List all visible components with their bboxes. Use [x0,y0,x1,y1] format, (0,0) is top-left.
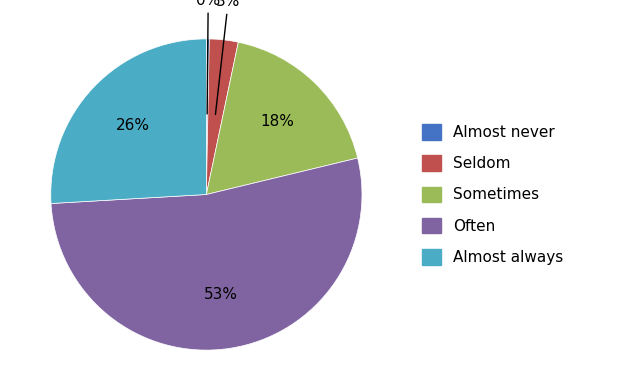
Text: 26%: 26% [116,117,150,133]
Wedge shape [51,39,206,203]
Text: 0%: 0% [196,0,220,114]
Text: 3%: 3% [215,0,241,114]
Wedge shape [51,158,362,350]
Wedge shape [206,39,210,195]
Text: 18%: 18% [260,114,294,130]
Wedge shape [206,39,238,195]
Text: 53%: 53% [204,287,238,302]
Legend: Almost never, Seldom, Sometimes, Often, Almost always: Almost never, Seldom, Sometimes, Often, … [417,118,570,271]
Wedge shape [206,42,358,195]
